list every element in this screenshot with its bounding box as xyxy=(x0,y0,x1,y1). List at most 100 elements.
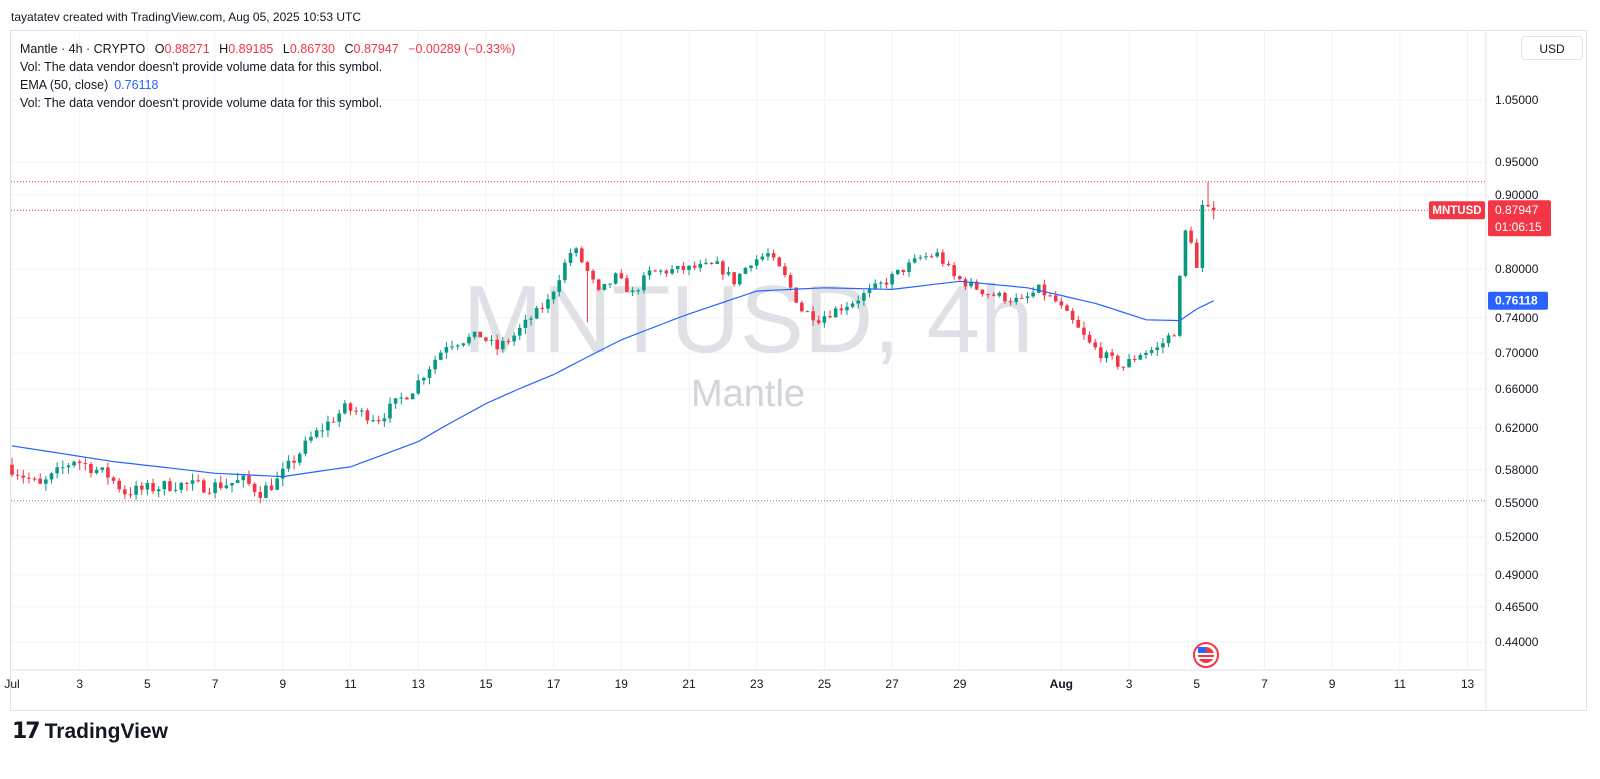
candle[interactable] xyxy=(974,279,979,291)
candle[interactable] xyxy=(1121,366,1126,371)
candle[interactable] xyxy=(653,269,657,272)
candle[interactable] xyxy=(715,256,720,265)
candle[interactable] xyxy=(794,287,798,304)
candle[interactable] xyxy=(1132,355,1137,363)
candle[interactable] xyxy=(213,478,217,499)
candle[interactable] xyxy=(670,264,674,275)
candle[interactable] xyxy=(393,398,398,409)
candle[interactable] xyxy=(388,397,392,423)
candle[interactable] xyxy=(1127,353,1131,368)
candle[interactable] xyxy=(563,259,567,284)
candle[interactable] xyxy=(997,291,1002,298)
price-axis[interactable]: 1.05000 0.95000 0.90000 0.80000 0.74000 0.700… xyxy=(1495,93,1539,649)
candle[interactable] xyxy=(100,467,105,473)
candle[interactable] xyxy=(1020,293,1024,299)
candle[interactable] xyxy=(512,332,516,346)
candle[interactable] xyxy=(1008,297,1013,306)
candle[interactable] xyxy=(382,413,387,427)
candle[interactable] xyxy=(958,275,962,281)
candle[interactable] xyxy=(1155,341,1160,356)
candle[interactable] xyxy=(66,463,71,474)
candle[interactable] xyxy=(675,265,680,274)
candle[interactable] xyxy=(461,342,466,347)
candle[interactable] xyxy=(546,293,550,314)
candle[interactable] xyxy=(202,478,206,494)
candle[interactable] xyxy=(331,417,336,423)
candle[interactable] xyxy=(478,331,483,338)
candle[interactable] xyxy=(241,474,246,488)
candle[interactable] xyxy=(472,331,477,340)
candle[interactable] xyxy=(935,248,940,259)
candle[interactable] xyxy=(314,427,319,439)
candle[interactable] xyxy=(845,301,849,315)
candle[interactable] xyxy=(585,260,590,323)
candle[interactable] xyxy=(1211,201,1216,220)
candle[interactable] xyxy=(38,473,43,485)
candle[interactable] xyxy=(162,480,167,496)
candle[interactable] xyxy=(946,260,951,267)
candle[interactable] xyxy=(501,337,505,353)
candle[interactable] xyxy=(292,455,296,470)
candle[interactable] xyxy=(303,436,308,457)
candle[interactable] xyxy=(613,272,618,285)
candle[interactable] xyxy=(410,393,415,400)
candle[interactable] xyxy=(134,480,138,500)
candle[interactable] xyxy=(1104,350,1109,363)
candle[interactable] xyxy=(664,269,669,278)
candle[interactable] xyxy=(371,415,375,423)
candle[interactable] xyxy=(901,269,906,276)
candle[interactable] xyxy=(297,452,302,466)
candle[interactable] xyxy=(969,277,973,289)
candle[interactable] xyxy=(1042,279,1047,301)
candle[interactable] xyxy=(534,305,539,320)
candle[interactable] xyxy=(320,423,325,438)
candle[interactable] xyxy=(83,457,88,471)
candle[interactable] xyxy=(1025,292,1030,304)
candle[interactable] xyxy=(1161,338,1165,354)
tradingview-logo[interactable]: 17 TradingView xyxy=(12,719,168,744)
candle[interactable] xyxy=(139,481,144,495)
candle[interactable] xyxy=(207,487,212,495)
candle[interactable] xyxy=(72,460,76,468)
candle[interactable] xyxy=(94,466,99,475)
candle[interactable] xyxy=(828,310,832,319)
candle[interactable] xyxy=(495,334,499,356)
candle[interactable] xyxy=(224,478,229,490)
candle[interactable] xyxy=(822,311,827,328)
candle[interactable] xyxy=(630,287,635,297)
candle[interactable] xyxy=(850,300,855,309)
candle[interactable] xyxy=(924,252,928,261)
candle[interactable] xyxy=(862,290,866,306)
candle[interactable] xyxy=(32,476,37,482)
candle[interactable] xyxy=(128,487,133,499)
candle[interactable] xyxy=(771,249,776,261)
candle[interactable] xyxy=(21,469,26,484)
ema-line[interactable] xyxy=(11,280,1214,478)
candle[interactable] xyxy=(1053,290,1058,303)
candle[interactable] xyxy=(856,295,861,309)
candle[interactable] xyxy=(1138,353,1143,361)
candle[interactable] xyxy=(816,315,821,325)
candle[interactable] xyxy=(591,268,595,284)
candle[interactable] xyxy=(1036,284,1041,294)
candle[interactable] xyxy=(44,475,48,491)
candle[interactable] xyxy=(286,455,291,472)
candle[interactable] xyxy=(230,482,234,493)
candle[interactable] xyxy=(427,366,432,385)
candle[interactable] xyxy=(506,338,511,345)
candle[interactable] xyxy=(743,266,748,275)
candle[interactable] xyxy=(422,376,426,385)
candle[interactable] xyxy=(10,457,14,477)
candle[interactable] xyxy=(839,304,844,315)
candle[interactable] xyxy=(1189,226,1193,245)
candle[interactable] xyxy=(783,262,787,278)
candle[interactable] xyxy=(309,431,313,444)
candle[interactable] xyxy=(1082,321,1086,340)
candle[interactable] xyxy=(647,266,652,280)
candle[interactable] xyxy=(269,478,274,491)
candle[interactable] xyxy=(151,478,155,494)
candle[interactable] xyxy=(811,306,815,326)
candle[interactable] xyxy=(625,274,629,292)
candle[interactable] xyxy=(1172,333,1176,337)
candle[interactable] xyxy=(185,481,189,491)
